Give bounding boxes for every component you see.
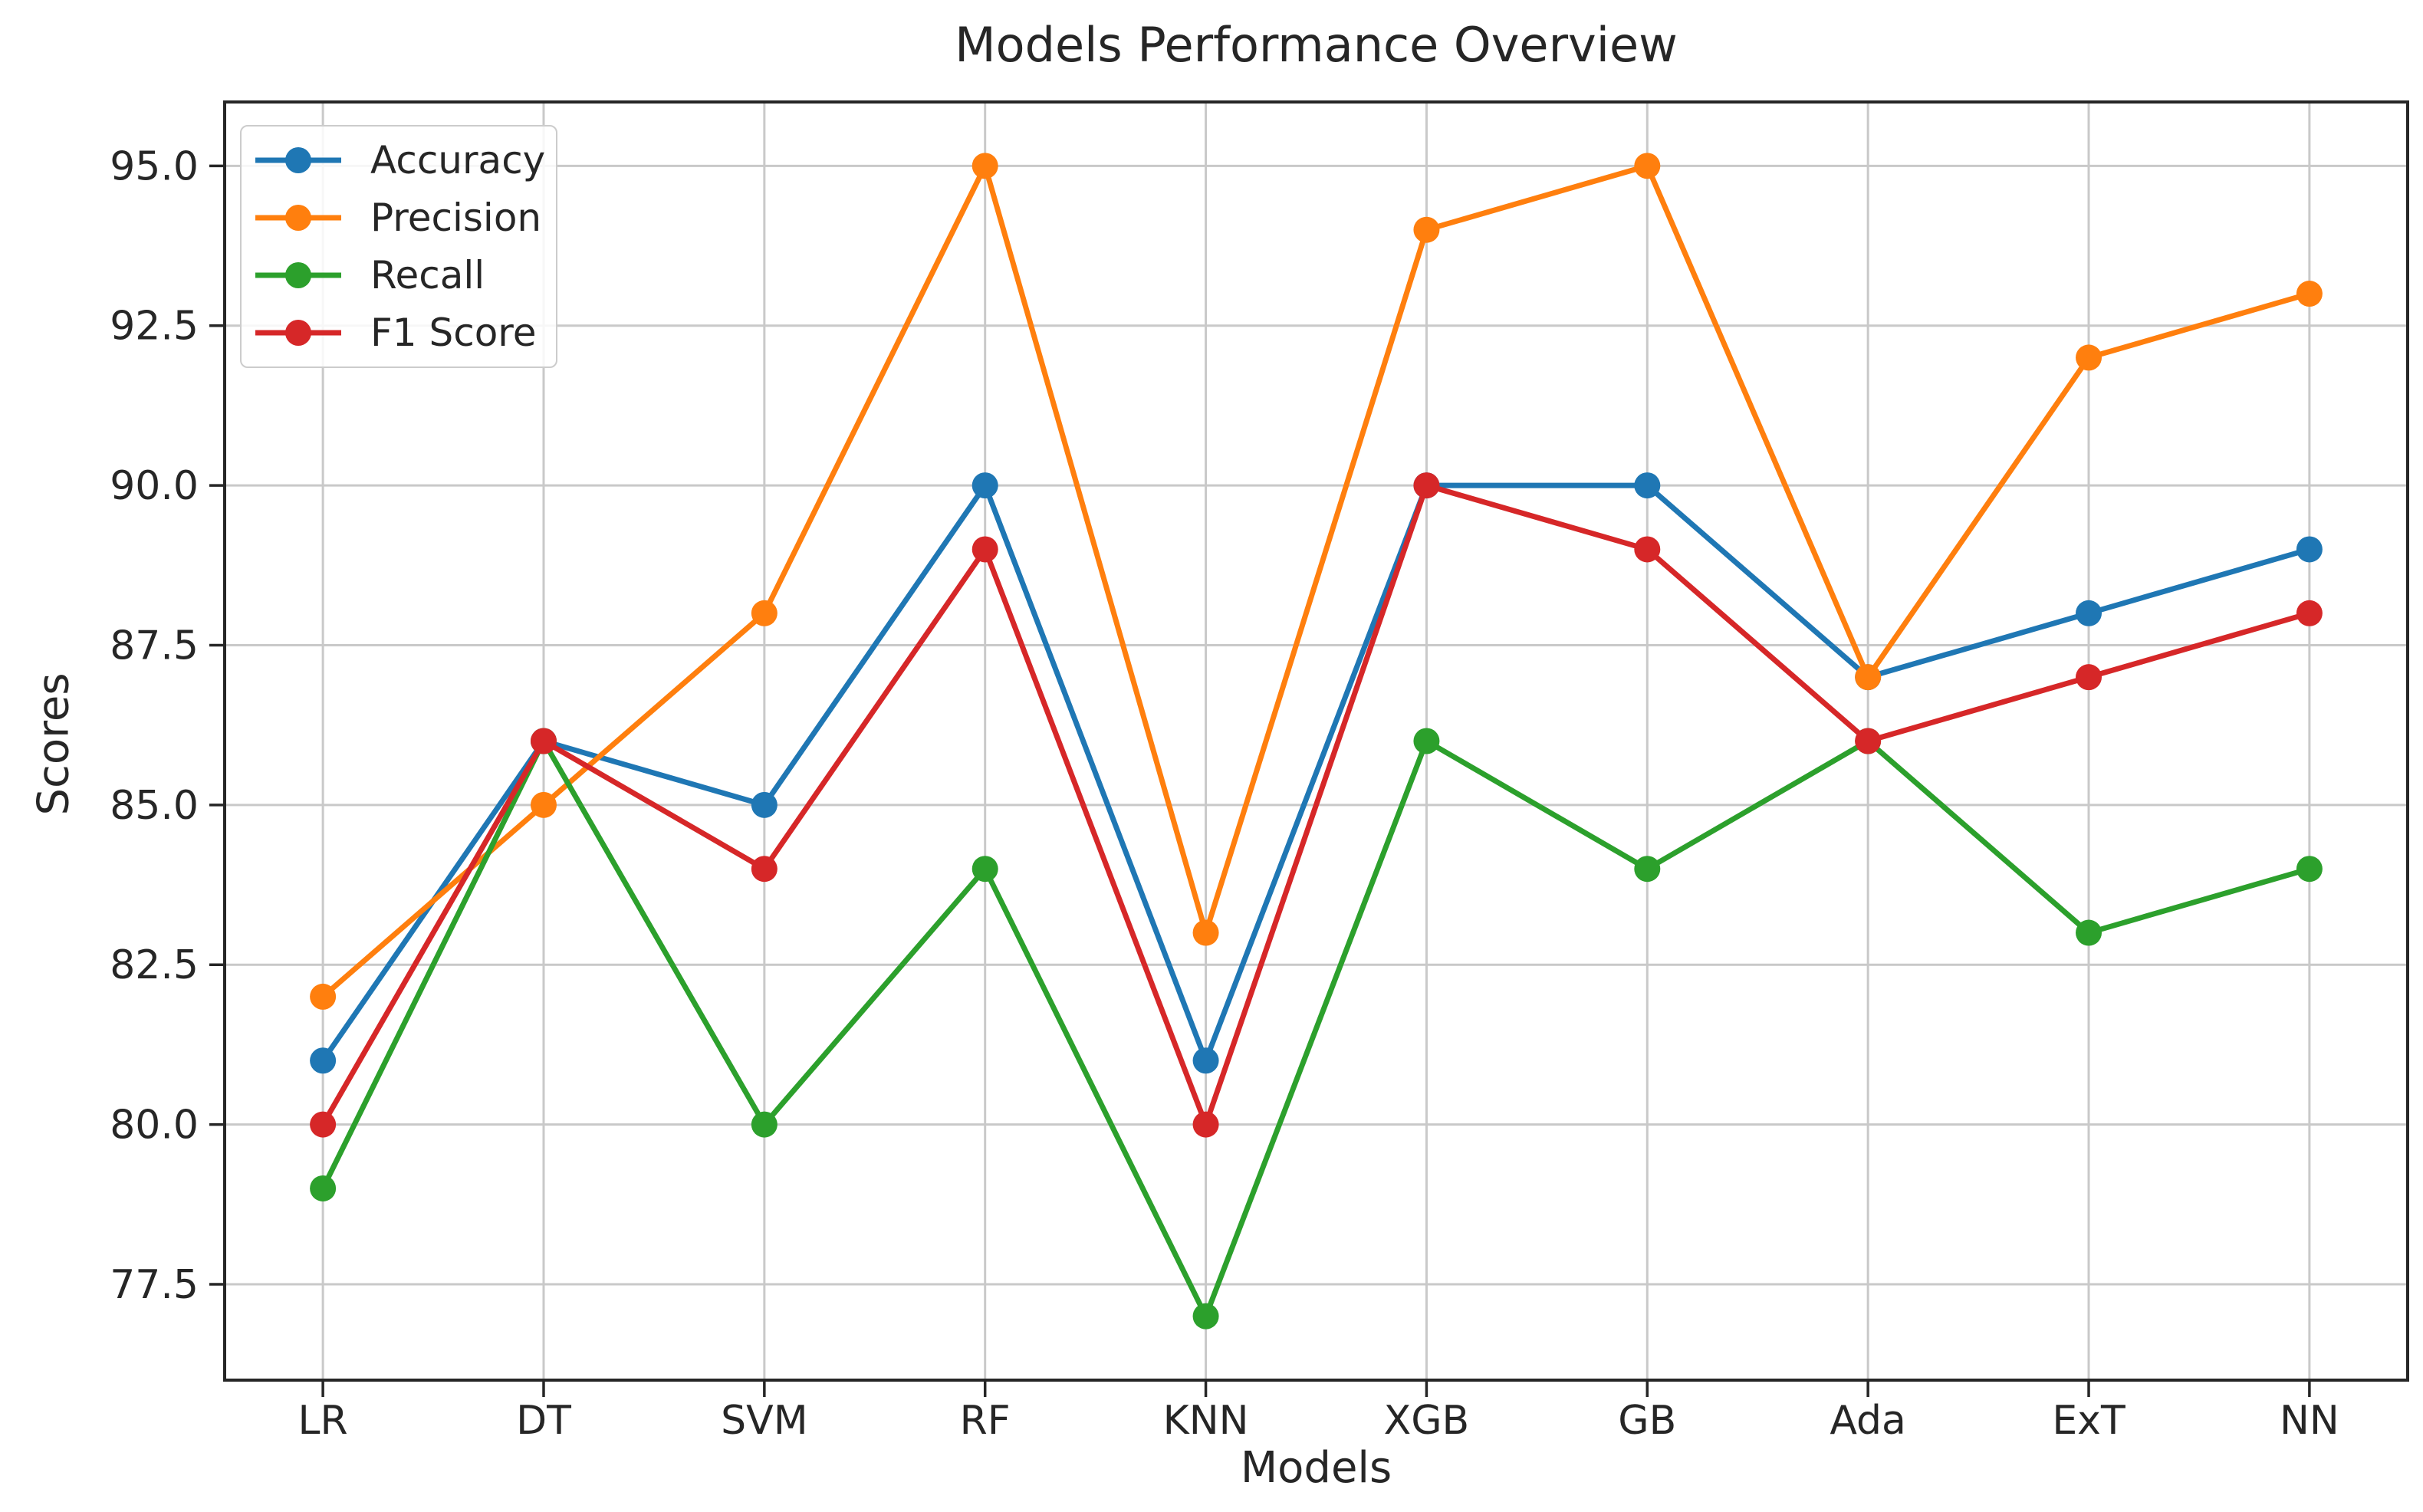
data-point — [2076, 600, 2102, 626]
x-tick-label: LR — [298, 1398, 348, 1444]
data-point — [1634, 153, 1661, 179]
axes-spines — [223, 100, 2409, 1382]
y-tick-label: 85.0 — [110, 783, 199, 829]
x-axis-label: Models — [1240, 1443, 1392, 1493]
x-tick-label: SVM — [721, 1398, 807, 1444]
x-tick-label: KNN — [1163, 1398, 1249, 1444]
data-point — [972, 536, 998, 563]
data-point — [2076, 344, 2102, 371]
data-point — [310, 1175, 337, 1201]
series-line — [321, 163, 2310, 999]
y-tick-label: 87.5 — [110, 623, 199, 669]
legend-item: F1 Score — [255, 304, 556, 362]
data-point — [2296, 536, 2323, 563]
data-point — [530, 728, 557, 754]
data-point — [310, 1111, 337, 1138]
x-tick-label: Ada — [1830, 1398, 1906, 1444]
x-tick-label: RF — [960, 1398, 1011, 1444]
x-tick-label: GB — [1618, 1398, 1676, 1444]
legend-item-label: Precision — [370, 195, 542, 240]
legend-swatch-dot — [285, 262, 311, 289]
legend-item-label: Accuracy — [370, 137, 546, 182]
data-point — [1855, 728, 1882, 754]
data-point — [1634, 536, 1661, 563]
y-tick-label: 80.0 — [110, 1103, 199, 1149]
x-tick-label: ExT — [2052, 1398, 2125, 1444]
data-point — [751, 1111, 778, 1138]
data-point — [2076, 919, 2102, 946]
data-point — [2296, 856, 2323, 883]
y-axis-label: Scores — [28, 672, 79, 816]
legend-item: Accuracy — [255, 131, 556, 189]
legend-item-label: F1 Score — [370, 311, 537, 356]
legend-swatch-dot — [285, 320, 311, 347]
y-tick-label: 77.5 — [110, 1262, 199, 1308]
chart-title: Models Performance Overview — [955, 17, 1678, 73]
data-point — [751, 791, 778, 818]
data-point — [1413, 216, 1440, 243]
data-point — [1413, 728, 1440, 754]
legend-item-label: Recall — [370, 253, 485, 298]
data-point — [2076, 664, 2102, 691]
data-point — [1192, 1111, 1219, 1138]
data-point — [1192, 1303, 1219, 1330]
legend-swatch-dot — [285, 204, 311, 231]
data-point — [2296, 281, 2323, 307]
data-point — [2296, 600, 2323, 626]
y-tick-label: 82.5 — [110, 942, 199, 988]
series-line — [321, 482, 2310, 1063]
series-line — [320, 738, 2310, 1320]
data-point — [310, 1047, 337, 1074]
data-point — [530, 791, 557, 818]
data-point — [972, 472, 998, 499]
series-line — [321, 482, 2310, 1128]
data-point — [751, 600, 778, 626]
data-point — [1192, 1047, 1219, 1074]
legend-item: Precision — [255, 189, 556, 246]
data-point — [1192, 919, 1219, 946]
legend-swatch — [255, 146, 341, 173]
data-point — [751, 856, 778, 883]
legend-swatch — [255, 320, 341, 347]
legend-swatch — [255, 204, 341, 231]
y-tick-label: 90.0 — [110, 463, 199, 509]
legend: Accuracy Precision Recall F1 Score — [240, 125, 557, 368]
data-point — [1634, 856, 1661, 883]
data-point — [972, 856, 998, 883]
data-point — [1855, 664, 1882, 691]
data-point — [972, 153, 998, 179]
y-tick-label: 92.5 — [110, 304, 199, 350]
data-point — [310, 983, 337, 1010]
x-tick-label: DT — [516, 1398, 571, 1444]
legend-item: Recall — [255, 247, 556, 304]
x-tick-label: XGB — [1384, 1398, 1470, 1444]
data-point — [1634, 472, 1661, 499]
legend-swatch-dot — [285, 146, 311, 173]
data-point — [1413, 472, 1440, 499]
x-tick-label: NN — [2280, 1398, 2339, 1444]
y-tick-label: 95.0 — [110, 143, 199, 189]
legend-swatch — [255, 262, 341, 289]
